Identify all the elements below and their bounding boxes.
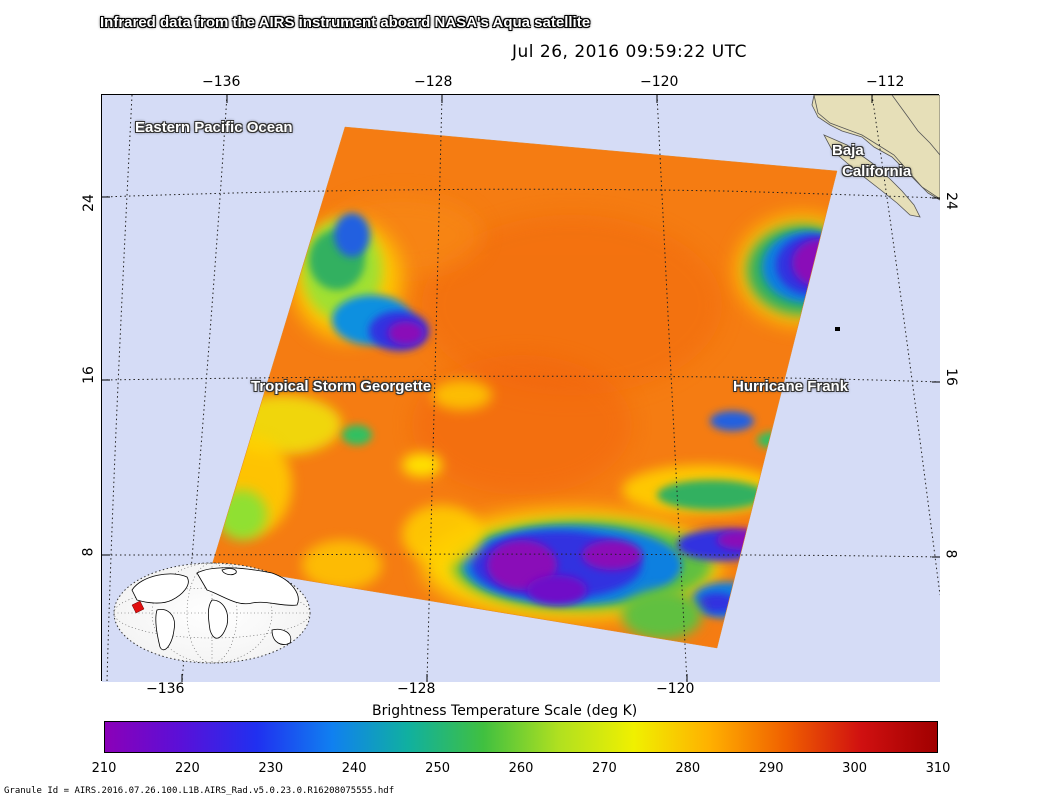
map-frame [101,94,941,683]
colorbar-tick-label: 220 [174,761,200,776]
label-tropical-storm-georgette: Tropical Storm Georgette [251,378,432,395]
colorbar-tick-label: 210 [91,761,117,776]
baja-coast-detail [813,94,941,200]
right-tick-8: 8 [942,549,959,559]
airs-swath [212,127,837,648]
right-tick-24: 24 [942,192,959,210]
bottom-tick-128: −128 [397,681,436,697]
colorbar-tick-label: 260 [508,761,534,776]
small-island [835,327,840,331]
colorbar-tick-label: 250 [425,761,450,776]
label-baja-line2: California [842,163,912,180]
label-baja-line1: Baja [832,142,864,159]
region-marker-icon [131,600,145,614]
bottom-tick-120: −120 [656,681,695,697]
label-hurricane-frank: Hurricane Frank [733,378,849,395]
colorbar-tick-label: 240 [341,761,367,776]
right-tick-16: 16 [942,368,959,386]
swath-edge [211,126,838,649]
colorbar-tick-label: 270 [591,761,617,776]
colorbar-tick-label: 290 [758,761,784,776]
frame-ticks [102,95,940,682]
top-tick-112: −112 [866,74,905,90]
granule-id: Granule Id = AIRS.2016.07.26.100.L1B.AIR… [4,786,395,796]
top-tick-128: −128 [414,74,453,90]
colorbar-tick-label: 300 [842,761,867,776]
label-eastern-pacific-ocean: Eastern Pacific Ocean [135,119,293,136]
top-tick-136: −136 [202,74,241,90]
left-tick-16: 16 [80,366,97,384]
left-tick-8: 8 [80,547,97,557]
map-title: Infrared data from the AIRS instrument a… [100,14,591,31]
colorbar-tick-label: 310 [925,761,951,776]
infrared-map [101,94,941,683]
colorbar-tick-label: 230 [258,761,284,776]
bottom-tick-136: −136 [146,681,185,697]
colorbar [104,721,938,753]
left-tick-24: 24 [80,194,97,212]
timestamp: Jul 26, 2016 09:59:22 UTC [512,42,747,62]
globe-inset [113,562,311,664]
colorbar-title: Brightness Temperature Scale (deg K) [372,703,638,719]
colorbar-tick-label: 280 [675,761,701,776]
top-tick-120: −120 [640,74,679,90]
